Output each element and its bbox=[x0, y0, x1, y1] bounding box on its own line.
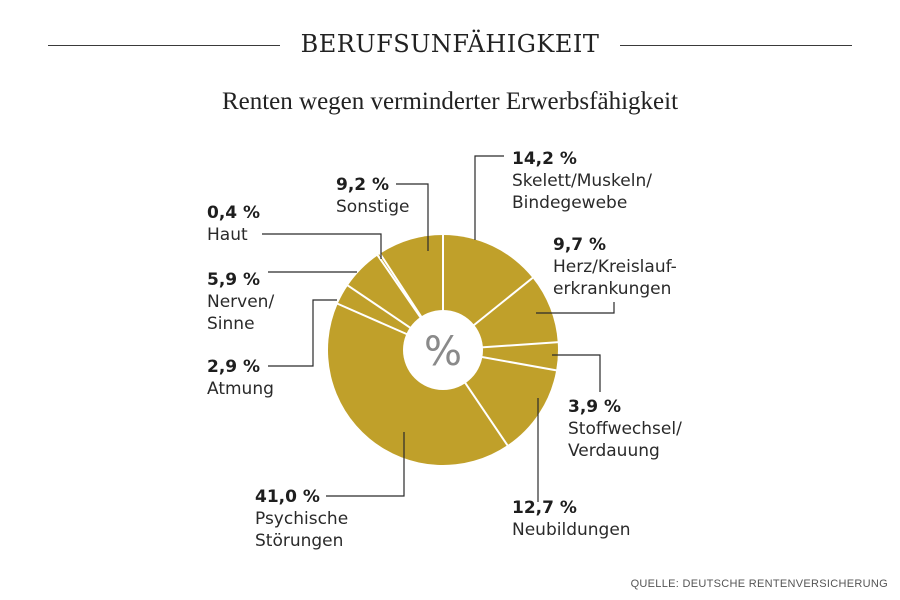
value-label-sonstige: 9,2 % bbox=[336, 175, 389, 195]
value-label-herz-kreislauf-erkrankungen: 9,7 % bbox=[553, 235, 606, 255]
category-label-skelett-muskeln-bindegewebe: Bindegewebe bbox=[512, 193, 627, 213]
leader-line-psychische-störungen bbox=[326, 432, 405, 497]
value-label-haut: 0,4 % bbox=[207, 203, 260, 223]
category-label-sonstige: Sonstige bbox=[336, 197, 409, 217]
leader-line-haut bbox=[262, 233, 382, 259]
leader-line-sonstige bbox=[396, 183, 429, 251]
label-group: 14,2 %Skelett/Muskeln/Bindegewebe 9,7 %He… bbox=[207, 149, 682, 551]
value-label-skelett-muskeln-bindegewebe: 14,2 % bbox=[512, 149, 577, 169]
title-rule-left bbox=[48, 45, 280, 46]
leader-line-group bbox=[262, 155, 615, 502]
title-rule-right bbox=[620, 45, 852, 46]
category-label-atmung: Atmung bbox=[207, 379, 274, 399]
value-label-psychische-störungen: 41,0 % bbox=[255, 487, 320, 507]
category-label-psychische-störungen: Psychische bbox=[255, 509, 348, 529]
category-label-herz-kreislauf-erkrankungen: erkrankungen bbox=[553, 279, 671, 299]
value-label-nerven-sinne: 5,9 % bbox=[207, 270, 260, 290]
chart-title: BERUFSUNFÄHIGKEIT bbox=[300, 30, 600, 58]
leader-line-stoffwechsel-verdauung bbox=[552, 354, 601, 392]
source-note: QUELLE: DEUTSCHE RENTENVERSICHERUNG bbox=[630, 578, 888, 590]
category-label-stoffwechsel-verdauung: Verdauung bbox=[568, 441, 660, 461]
category-label-herz-kreislauf-erkrankungen: Herz/Kreislauf- bbox=[553, 257, 677, 277]
title-row: BERUFSUNFÄHIGKEIT bbox=[0, 26, 900, 66]
chart-subtitle: Renten wegen verminderter Erwerbsfähigke… bbox=[221, 88, 679, 115]
category-label-nerven-sinne: Nerven/ bbox=[207, 292, 274, 312]
category-label-psychische-störungen: Störungen bbox=[255, 531, 343, 551]
category-label-nerven-sinne: Sinne bbox=[207, 314, 255, 334]
leader-line-skelett-muskeln-bindegewebe bbox=[474, 155, 504, 240]
value-label-atmung: 2,9 % bbox=[207, 357, 260, 377]
category-label-haut: Haut bbox=[207, 225, 248, 245]
leader-line-atmung bbox=[268, 299, 337, 367]
category-label-neubildungen: Neubildungen bbox=[512, 520, 631, 540]
value-label-neubildungen: 12,7 % bbox=[512, 498, 577, 518]
leader-line-herz-kreislauf-erkrankungen bbox=[536, 302, 615, 314]
category-label-skelett-muskeln-bindegewebe: Skelett/Muskeln/ bbox=[512, 171, 652, 191]
center-percent-label: % bbox=[424, 329, 462, 375]
value-label-stoffwechsel-verdauung: 3,9 % bbox=[568, 397, 621, 417]
category-label-stoffwechsel-verdauung: Stoffwechsel/ bbox=[568, 419, 682, 439]
donut-hole bbox=[403, 310, 483, 390]
pie-slice-psychische-störungen bbox=[328, 303, 508, 465]
